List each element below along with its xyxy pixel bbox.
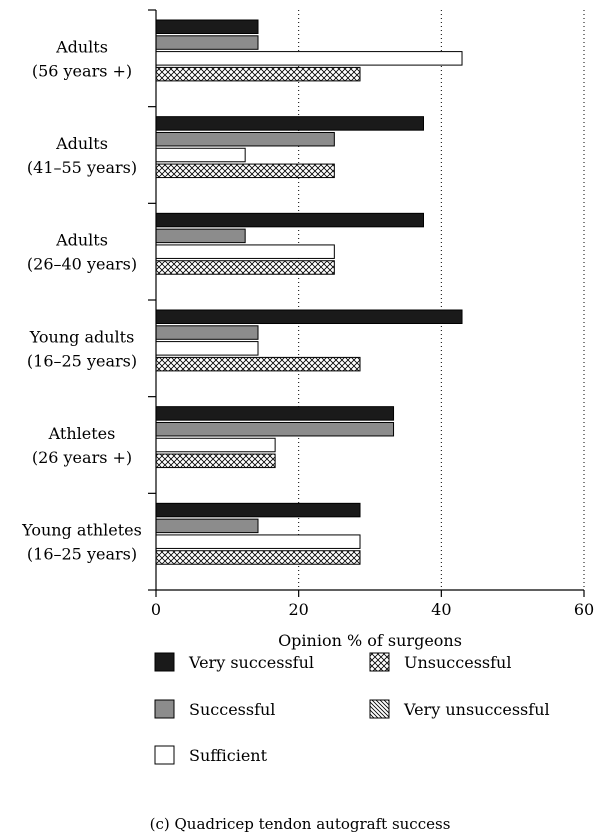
legend-label-sufficient: Sufficient bbox=[189, 746, 268, 765]
category-label-1-line-1: (41–55 years) bbox=[27, 158, 137, 177]
bar-sufficient-5 bbox=[155, 534, 361, 549]
x-tick-label-40: 40 bbox=[431, 600, 451, 619]
figure-caption: (c) Quadricep tendon autograft success bbox=[150, 815, 451, 833]
bar-sufficient-3 bbox=[155, 341, 259, 356]
x-tick-label-60: 60 bbox=[574, 600, 594, 619]
legend-label-very-successful: Very successful bbox=[188, 653, 314, 672]
x-ticks: 0 20 40 60 bbox=[151, 590, 594, 619]
category-label-3-line-1: (16–25 years) bbox=[27, 351, 137, 370]
legend-label-very-unsuccessful: Very unsuccessful bbox=[403, 700, 550, 719]
bar-successful-0 bbox=[155, 35, 259, 50]
bar-sufficient-1 bbox=[155, 147, 246, 163]
bar-successful-3 bbox=[155, 325, 259, 340]
bar-unsuccessful-4 bbox=[155, 453, 276, 469]
bar-very-successful-5 bbox=[155, 502, 361, 518]
bars bbox=[155, 19, 463, 565]
category-label-5-line-0: Young athletes bbox=[21, 521, 142, 540]
x-tick-label-0: 0 bbox=[151, 600, 161, 619]
axes bbox=[148, 9, 584, 591]
legend-swatch-sufficient bbox=[154, 745, 175, 765]
legend: Very successful Successful Sufficient Unsuc… bbox=[154, 652, 550, 765]
bar-successful-4 bbox=[155, 421, 395, 437]
category-label-4-line-1: (26 years +) bbox=[32, 448, 132, 467]
legend-swatch-unsuccessful bbox=[369, 652, 390, 672]
x-axis-label: Opinion % of surgeons bbox=[278, 631, 462, 650]
legend-label-unsuccessful: Unsuccessful bbox=[404, 653, 511, 672]
category-label-1-line-0: Adults bbox=[55, 134, 108, 153]
bar-successful-2 bbox=[155, 228, 246, 244]
legend-label-successful: Successful bbox=[189, 700, 275, 719]
category-label-3-line-0: Young adults bbox=[29, 327, 135, 346]
category-label-2-line-1: (26–40 years) bbox=[27, 255, 137, 274]
category-label-4-line-0: Athletes bbox=[48, 424, 116, 443]
bar-unsuccessful-1 bbox=[155, 163, 335, 179]
category-label-0-line-0: Adults bbox=[55, 37, 108, 56]
category-label-0-line-1: (56 years +) bbox=[32, 61, 132, 80]
legend-swatch-successful bbox=[154, 699, 175, 719]
bar-sufficient-2 bbox=[155, 244, 335, 259]
grid-lines bbox=[298, 10, 585, 590]
bar-very-successful-1 bbox=[155, 116, 424, 131]
bar-unsuccessful-2 bbox=[155, 260, 335, 275]
bar-very-successful-4 bbox=[155, 406, 395, 421]
bar-very-successful-2 bbox=[155, 212, 424, 228]
bar-unsuccessful-0 bbox=[155, 66, 361, 82]
bar-unsuccessful-5 bbox=[155, 550, 361, 565]
category-label-2-line-0: Adults bbox=[55, 231, 108, 250]
category-label-5-line-1: (16–25 years) bbox=[27, 545, 137, 564]
legend-swatch-very-unsuccessful bbox=[369, 699, 390, 719]
bar-very-successful-0 bbox=[155, 19, 259, 34]
bar-successful-1 bbox=[155, 131, 335, 147]
bar-sufficient-0 bbox=[155, 51, 463, 66]
x-tick-label-20: 20 bbox=[288, 600, 308, 619]
legend-swatch-very-successful bbox=[154, 652, 175, 672]
bar-sufficient-4 bbox=[155, 437, 276, 453]
category-labels: Adults (56 years +) Adults (41–55 years) Adu… bbox=[21, 37, 142, 563]
bar-successful-5 bbox=[155, 518, 259, 534]
bar-very-successful-3 bbox=[155, 309, 463, 324]
bar-unsuccessful-3 bbox=[155, 356, 361, 372]
